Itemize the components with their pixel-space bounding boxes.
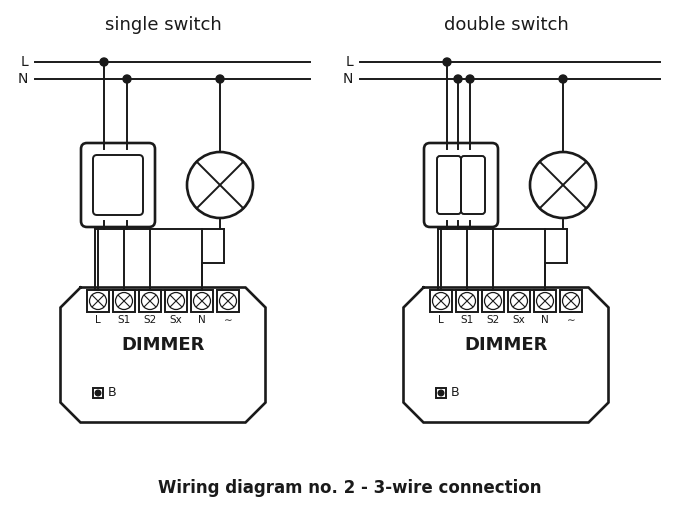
Text: S2: S2 [486, 315, 500, 325]
Bar [113, 290, 135, 312]
Text: single switch: single switch [104, 16, 221, 34]
Text: L: L [438, 315, 444, 325]
Text: N: N [18, 72, 28, 86]
Text: Sx: Sx [169, 315, 183, 325]
Circle shape [466, 75, 474, 83]
Circle shape [216, 75, 224, 83]
Bar [534, 290, 556, 312]
Circle shape [559, 75, 567, 83]
Bar [456, 290, 478, 312]
Text: L: L [20, 55, 28, 69]
Bar [191, 290, 213, 312]
Text: N: N [342, 72, 353, 86]
Text: N: N [198, 315, 206, 325]
Bar [436, 388, 446, 398]
Circle shape [123, 75, 131, 83]
Text: N: N [541, 315, 549, 325]
Circle shape [95, 390, 101, 396]
Text: L: L [95, 315, 101, 325]
Text: B: B [451, 386, 460, 400]
Text: DIMMER: DIMMER [121, 336, 204, 354]
Text: L: L [345, 55, 353, 69]
Text: ∼: ∼ [223, 315, 232, 325]
Text: S1: S1 [118, 315, 131, 325]
Text: ∼: ∼ [566, 315, 575, 325]
Circle shape [438, 390, 444, 396]
Bar [217, 290, 239, 312]
Text: S1: S1 [461, 315, 474, 325]
Bar [165, 290, 187, 312]
Circle shape [454, 75, 462, 83]
Text: Wiring diagram no. 2 - 3-wire connection: Wiring diagram no. 2 - 3-wire connection [158, 479, 542, 497]
Circle shape [443, 58, 451, 66]
Bar [482, 290, 504, 312]
Circle shape [100, 58, 108, 66]
Bar [560, 290, 582, 312]
Text: DIMMER: DIMMER [464, 336, 547, 354]
Bar [139, 290, 161, 312]
Text: double switch: double switch [444, 16, 568, 34]
Bar [508, 290, 530, 312]
Bar [430, 290, 452, 312]
Text: Sx: Sx [512, 315, 526, 325]
Text: S2: S2 [144, 315, 157, 325]
Bar [93, 388, 103, 398]
Bar [87, 290, 109, 312]
Text: B: B [108, 386, 117, 400]
